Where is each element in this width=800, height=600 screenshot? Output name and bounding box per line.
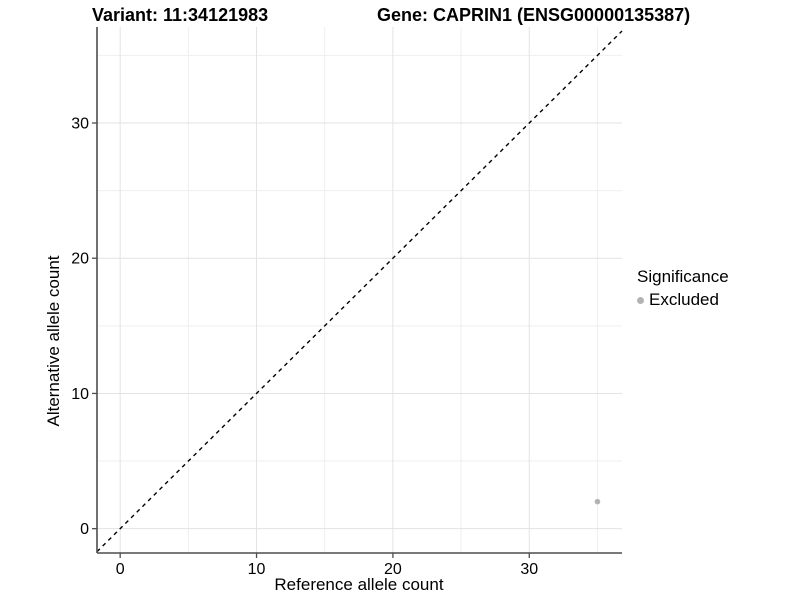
y-tick-label: 20 — [71, 251, 89, 268]
legend-item-label: Excluded — [649, 290, 719, 309]
x-axis-title: Reference allele count — [274, 575, 444, 594]
plot-title-gene: Gene: CAPRIN1 (ENSG00000135387) — [377, 5, 691, 25]
y-tick-label: 0 — [80, 521, 89, 538]
x-tick-label: 0 — [116, 561, 125, 578]
data-point — [594, 498, 601, 505]
x-tick-label: 30 — [520, 561, 538, 578]
legend-title: Significance — [637, 267, 729, 286]
y-axis-title: Alternative allele count — [44, 255, 63, 427]
x-tick-label: 20 — [384, 561, 402, 578]
legend-item-excluded: Excluded — [637, 290, 729, 310]
y-tick-label: 10 — [71, 386, 89, 403]
plot-title-variant: Variant: 11:34121983 — [92, 5, 269, 25]
identity-line — [96, 30, 623, 553]
legend-point-icon — [637, 296, 644, 304]
legend: Significance Excluded — [637, 267, 729, 310]
y-tick-label: 30 — [71, 116, 89, 133]
x-tick-label: 10 — [248, 561, 266, 578]
